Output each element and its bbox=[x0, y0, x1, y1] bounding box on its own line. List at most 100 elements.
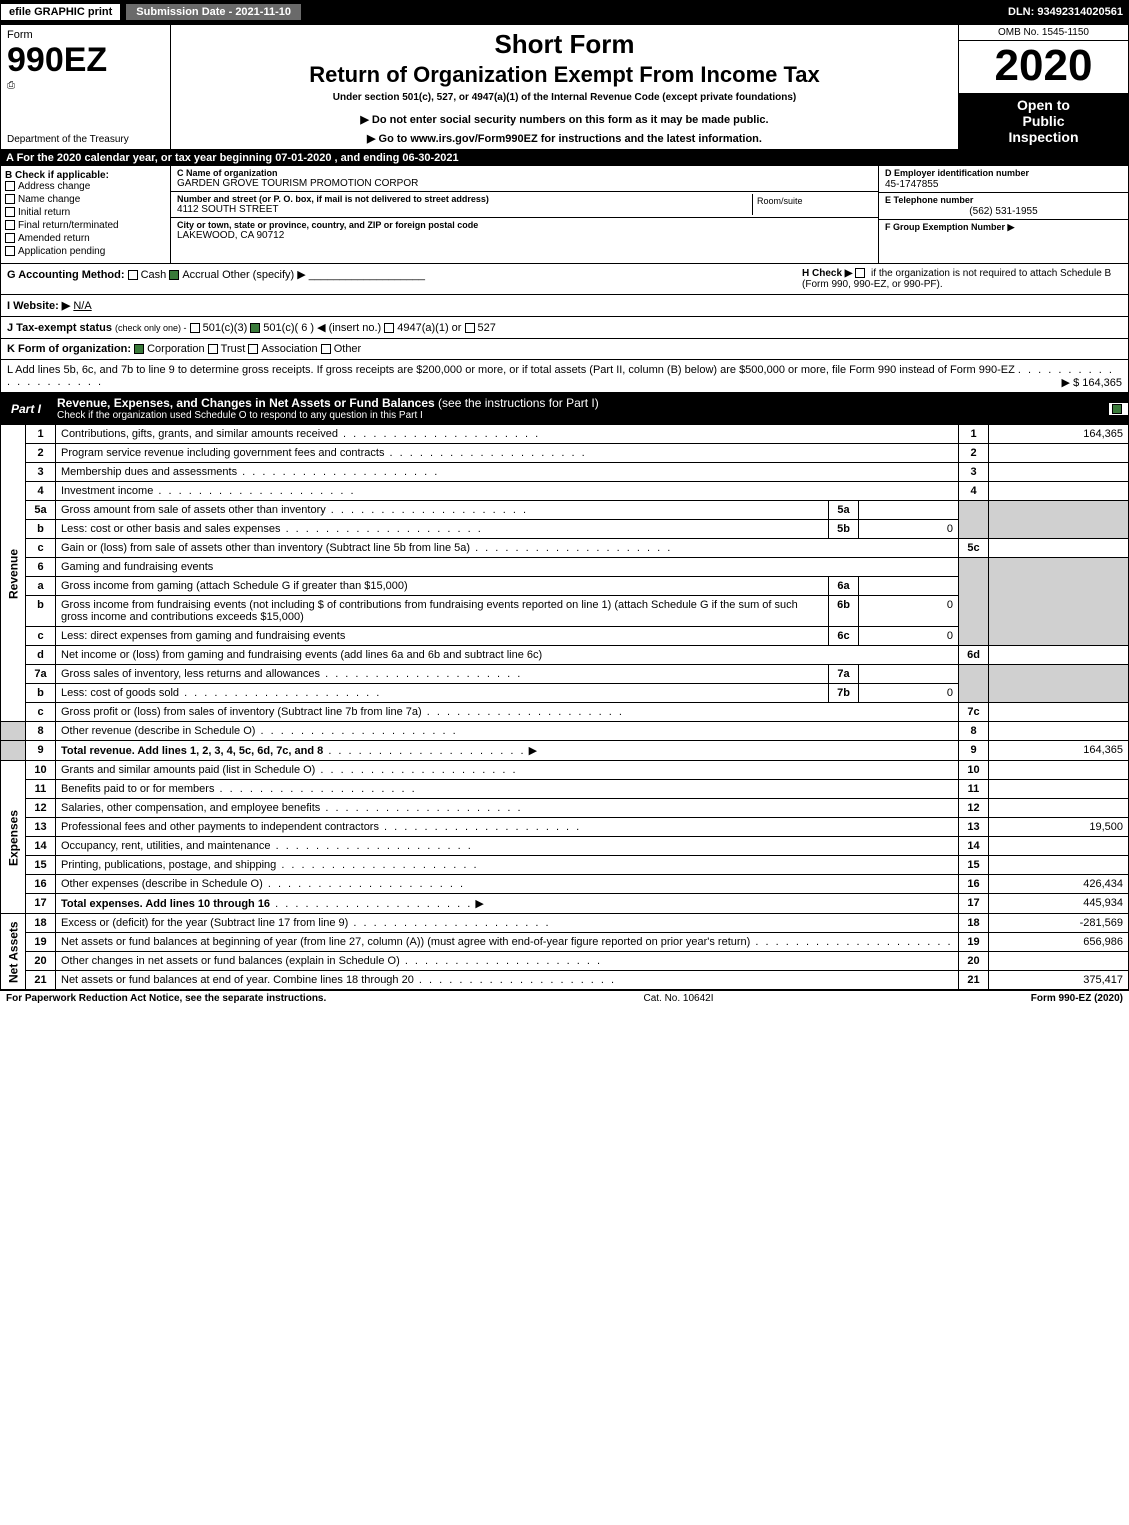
part1-schedule-o-check[interactable] bbox=[1108, 403, 1128, 415]
line-num: 5a bbox=[26, 501, 56, 520]
row-k: K Form of organization: Corporation Trus… bbox=[0, 339, 1129, 360]
open1: Open to bbox=[1017, 97, 1070, 113]
chk-501c[interactable] bbox=[250, 323, 260, 333]
line-desc: Net assets or fund balances at end of ye… bbox=[61, 974, 414, 986]
chk-association[interactable] bbox=[248, 344, 258, 354]
goto-link[interactable]: ▶ Go to www.irs.gov/Form990EZ for instru… bbox=[179, 132, 950, 145]
assoc-label: Association bbox=[261, 343, 317, 355]
table-row: 20Other changes in net assets or fund ba… bbox=[1, 952, 1129, 971]
chk-527[interactable] bbox=[465, 323, 475, 333]
line-desc: Excess or (deficit) for the year (Subtra… bbox=[61, 917, 348, 929]
line-val bbox=[989, 780, 1129, 799]
line-box: 8 bbox=[959, 722, 989, 741]
line-box: 11 bbox=[959, 780, 989, 799]
sub-val: 0 bbox=[859, 627, 959, 646]
under-section: Under section 501(c), 527, or 4947(a)(1)… bbox=[179, 92, 950, 103]
chk-final-return[interactable]: Final return/terminated bbox=[5, 220, 166, 231]
chk-trust[interactable] bbox=[208, 344, 218, 354]
line-desc: Contributions, gifts, grants, and simila… bbox=[61, 428, 338, 440]
chk-label: Name change bbox=[18, 194, 80, 205]
line-desc: Gross income from gaming (attach Schedul… bbox=[61, 580, 408, 592]
line-desc: Printing, publications, postage, and shi… bbox=[61, 859, 276, 871]
line-desc: Program service revenue including govern… bbox=[61, 447, 384, 459]
chk-address-change[interactable]: Address change bbox=[5, 181, 166, 192]
department: Department of the Treasury bbox=[7, 134, 129, 145]
line-val bbox=[989, 722, 1129, 741]
line-box: 16 bbox=[959, 875, 989, 894]
line-num: 19 bbox=[26, 933, 56, 952]
line-desc: Occupancy, rent, utilities, and maintena… bbox=[61, 840, 271, 852]
sidebar-net-assets: Net Assets bbox=[1, 914, 26, 990]
line-val bbox=[989, 761, 1129, 780]
line-box: 18 bbox=[959, 914, 989, 933]
line-desc: Other revenue (describe in Schedule O) bbox=[61, 725, 255, 737]
line-desc: Gross profit or (loss) from sales of inv… bbox=[61, 706, 422, 718]
chk-h[interactable] bbox=[855, 268, 865, 278]
sub-num: 5b bbox=[829, 520, 859, 539]
line-box: 14 bbox=[959, 837, 989, 856]
j-sub: (check only one) - bbox=[115, 323, 187, 333]
table-row: 15 Printing, publications, postage, and s… bbox=[1, 856, 1129, 875]
chk-name-change[interactable]: Name change bbox=[5, 194, 166, 205]
line-box: 3 bbox=[959, 463, 989, 482]
line-num: 13 bbox=[26, 818, 56, 837]
shade-cell bbox=[1, 741, 26, 761]
line-num: c bbox=[26, 627, 56, 646]
chk-application-pending[interactable]: Application pending bbox=[5, 246, 166, 257]
table-row: 16Other expenses (describe in Schedule O… bbox=[1, 875, 1129, 894]
line-desc: Salaries, other compensation, and employ… bbox=[61, 802, 320, 814]
line-num: a bbox=[26, 577, 56, 596]
chk-corporation[interactable] bbox=[134, 344, 144, 354]
501c3-label: 501(c)(3) bbox=[203, 322, 248, 334]
line-num: 15 bbox=[26, 856, 56, 875]
table-row: 21Net assets or fund balances at end of … bbox=[1, 971, 1129, 990]
footer-right: Form 990-EZ (2020) bbox=[1031, 993, 1123, 1004]
chk-initial-return[interactable]: Initial return bbox=[5, 207, 166, 218]
tel-label: E Telephone number bbox=[885, 195, 973, 205]
chk-501c3[interactable] bbox=[190, 323, 200, 333]
line-box: 2 bbox=[959, 444, 989, 463]
line-desc: Less: direct expenses from gaming and fu… bbox=[61, 630, 345, 642]
line-num: 20 bbox=[26, 952, 56, 971]
row-g-h: G Accounting Method: Cash Accrual Other … bbox=[0, 264, 1129, 295]
other-org-label: Other bbox=[334, 343, 362, 355]
line-desc: Net income or (loss) from gaming and fun… bbox=[61, 649, 542, 661]
chk-accrual[interactable] bbox=[169, 270, 179, 280]
line-num: b bbox=[26, 684, 56, 703]
line-desc: Investment income bbox=[61, 485, 153, 497]
line-val: -281,569 bbox=[989, 914, 1129, 933]
sub-val: 0 bbox=[859, 520, 959, 539]
corp-label: Corporation bbox=[147, 343, 204, 355]
line-box: 10 bbox=[959, 761, 989, 780]
box-b: B Check if applicable: Address change Na… bbox=[1, 166, 171, 263]
form-header: Form 990EZ ⎙ Department of the Treasury … bbox=[0, 24, 1129, 150]
chk-amended-return[interactable]: Amended return bbox=[5, 233, 166, 244]
table-row: 17Total expenses. Add lines 10 through 1… bbox=[1, 894, 1129, 914]
l-text: L Add lines 5b, 6c, and 7b to line 9 to … bbox=[7, 364, 1015, 376]
chk-cash[interactable] bbox=[128, 270, 138, 280]
submission-date: Submission Date - 2021-11-10 bbox=[125, 3, 302, 21]
chk-other[interactable] bbox=[321, 344, 331, 354]
table-row: 11Benefits paid to or for members11 bbox=[1, 780, 1129, 799]
line-num: 18 bbox=[26, 914, 56, 933]
line-desc: Membership dues and assessments bbox=[61, 466, 237, 478]
city: LAKEWOOD, CA 90712 bbox=[177, 230, 284, 241]
table-row: 14 Occupancy, rent, utilities, and mainte… bbox=[1, 837, 1129, 856]
i-label: I Website: ▶ bbox=[7, 300, 70, 312]
efile-print-label[interactable]: efile GRAPHIC print bbox=[0, 3, 121, 21]
street: 4112 SOUTH STREET bbox=[177, 204, 279, 215]
street-label: Number and street (or P. O. box, if mail… bbox=[177, 194, 752, 204]
sub-val: 0 bbox=[859, 596, 959, 627]
line-box: 17 bbox=[959, 894, 989, 914]
line-val: 445,934 bbox=[989, 894, 1129, 914]
trust-label: Trust bbox=[221, 343, 246, 355]
city-label: City or town, state or province, country… bbox=[177, 220, 872, 230]
line-desc: Net assets or fund balances at beginning… bbox=[61, 936, 750, 948]
table-row: 2 Program service revenue including gover… bbox=[1, 444, 1129, 463]
sub-val bbox=[859, 501, 959, 520]
sub-num: 7b bbox=[829, 684, 859, 703]
sub-num: 6b bbox=[829, 596, 859, 627]
chk-4947[interactable] bbox=[384, 323, 394, 333]
part1-title-sub: (see the instructions for Part I) bbox=[438, 396, 599, 410]
line-box: 15 bbox=[959, 856, 989, 875]
